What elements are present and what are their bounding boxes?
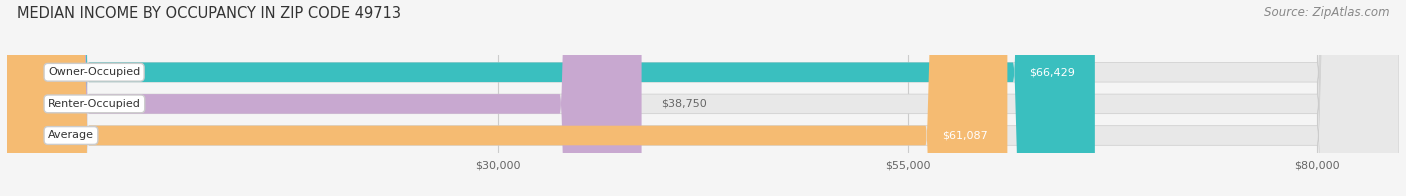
FancyBboxPatch shape [7,0,1399,196]
FancyBboxPatch shape [7,0,1007,196]
Text: $66,429: $66,429 [1029,67,1076,77]
Text: $38,750: $38,750 [661,99,707,109]
Text: Average: Average [48,131,94,141]
Text: Renter-Occupied: Renter-Occupied [48,99,141,109]
Text: Owner-Occupied: Owner-Occupied [48,67,141,77]
Text: MEDIAN INCOME BY OCCUPANCY IN ZIP CODE 49713: MEDIAN INCOME BY OCCUPANCY IN ZIP CODE 4… [17,6,401,21]
FancyBboxPatch shape [7,0,1399,196]
FancyBboxPatch shape [7,0,1095,196]
FancyBboxPatch shape [7,0,1399,196]
Text: Source: ZipAtlas.com: Source: ZipAtlas.com [1264,6,1389,19]
FancyBboxPatch shape [7,0,641,196]
Text: $61,087: $61,087 [942,131,988,141]
